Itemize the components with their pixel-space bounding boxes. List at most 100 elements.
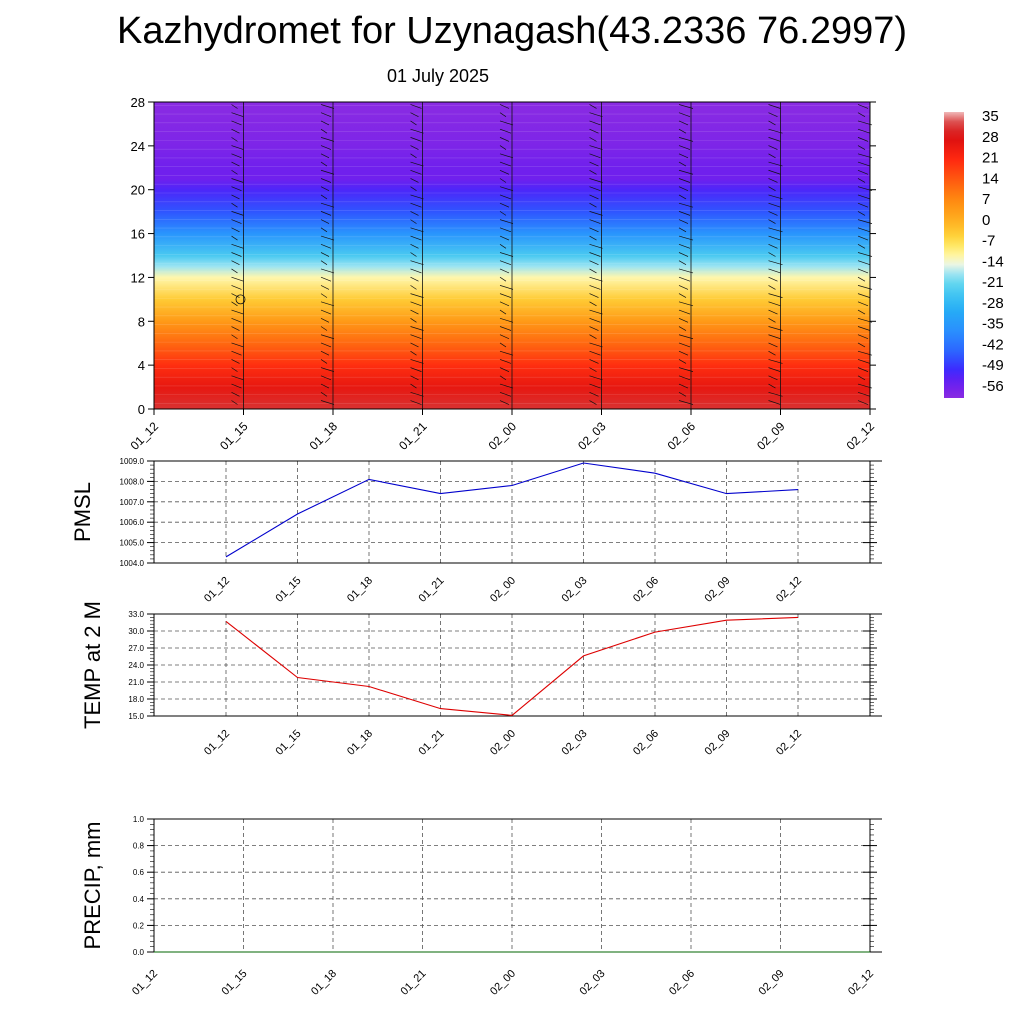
wind-barb bbox=[231, 285, 242, 290]
y-tick-label: 0.2 bbox=[133, 921, 145, 930]
colorbar-label: -14 bbox=[982, 253, 1004, 270]
wind-barb bbox=[499, 235, 510, 241]
wind-barb bbox=[857, 202, 869, 208]
wind-barb bbox=[857, 293, 871, 298]
wind-barb bbox=[320, 219, 330, 224]
x-tick-label: 01_12 bbox=[128, 419, 162, 453]
wind-barb bbox=[320, 350, 330, 356]
wind-barb bbox=[589, 383, 601, 389]
wind-barb bbox=[410, 243, 419, 249]
y-tick-label: 1005.0 bbox=[120, 539, 145, 548]
wind-barb bbox=[678, 400, 694, 405]
wind-barb bbox=[589, 301, 597, 307]
wind-barb bbox=[499, 301, 510, 307]
y-tick-label: 0.0 bbox=[133, 948, 145, 957]
wind-barb bbox=[320, 194, 328, 200]
x-tick-label: 02_00 bbox=[486, 419, 520, 453]
wind-barb bbox=[678, 268, 694, 274]
y-tick-label: 1007.0 bbox=[120, 498, 145, 507]
wind-barb bbox=[589, 375, 603, 381]
x-tick-label: 01_21 bbox=[396, 419, 430, 453]
wind-barb bbox=[678, 359, 687, 364]
wind-barb bbox=[678, 260, 687, 266]
wind-barb bbox=[410, 235, 422, 241]
wind-barb bbox=[678, 375, 691, 381]
wind-barb bbox=[499, 400, 510, 405]
wind-barb bbox=[231, 383, 242, 389]
x-tick-label: 02_03 bbox=[560, 728, 590, 758]
x-tick-label: 01_18 bbox=[345, 575, 375, 605]
wind-barb bbox=[589, 153, 601, 159]
wind-barb bbox=[231, 301, 238, 307]
wind-barb bbox=[589, 169, 597, 175]
colorbar-label: -49 bbox=[982, 357, 1004, 374]
wind-barb bbox=[410, 301, 422, 307]
wind-barb bbox=[678, 350, 689, 356]
wind-barb bbox=[499, 260, 512, 266]
wind-barb bbox=[589, 334, 597, 340]
wind-barb bbox=[410, 334, 422, 340]
wind-barb bbox=[320, 285, 330, 290]
wind-barb bbox=[231, 342, 244, 348]
wind-barb bbox=[320, 326, 328, 331]
wind-barb bbox=[499, 169, 510, 175]
wind-barb bbox=[231, 120, 242, 126]
wind-barb bbox=[768, 178, 778, 183]
wind-barb bbox=[499, 219, 514, 224]
wind-barb bbox=[320, 375, 332, 381]
date-label: 01 July 2025 bbox=[386, 66, 490, 86]
wind-barb bbox=[231, 375, 244, 381]
wind-barb bbox=[768, 128, 783, 134]
x-tick-label: 02_06 bbox=[631, 575, 661, 605]
wind-barb bbox=[320, 301, 335, 307]
calm-wind-marker bbox=[235, 294, 246, 305]
x-tick-label: 01_15 bbox=[274, 575, 304, 605]
wind-barb bbox=[589, 235, 597, 241]
wind-barb bbox=[499, 276, 507, 282]
colorbar-fill bbox=[944, 112, 964, 398]
wind-barb bbox=[857, 161, 871, 167]
wind-barb bbox=[231, 276, 244, 282]
wind-barb bbox=[320, 243, 332, 249]
wind-barb bbox=[857, 260, 871, 266]
wind-barb bbox=[499, 391, 512, 397]
wind-barb bbox=[231, 326, 240, 331]
wind-barb bbox=[768, 211, 778, 216]
wind-barb bbox=[231, 104, 238, 109]
wind-barb bbox=[499, 202, 510, 208]
wind-barb bbox=[410, 350, 417, 356]
wind-barb bbox=[768, 137, 781, 142]
wind-barb bbox=[678, 153, 689, 159]
wind-barb bbox=[678, 161, 687, 167]
x-tick-label: 02_09 bbox=[703, 575, 733, 605]
wind-barb bbox=[231, 268, 238, 274]
wind-barb bbox=[589, 112, 603, 118]
wind-barb bbox=[768, 334, 781, 340]
x-tick-label: 02_03 bbox=[560, 575, 590, 605]
wind-barb bbox=[857, 169, 869, 175]
wind-barb bbox=[410, 137, 422, 142]
wind-barb bbox=[410, 178, 419, 183]
colorbar-label: -56 bbox=[982, 378, 1004, 395]
wind-barb bbox=[410, 391, 424, 397]
wind-barb bbox=[589, 178, 603, 183]
wind-barb bbox=[857, 137, 869, 142]
y-tick-label: 33.0 bbox=[128, 610, 144, 619]
wind-barb bbox=[857, 268, 869, 274]
wind-barb bbox=[320, 161, 328, 167]
wind-barb bbox=[589, 145, 603, 150]
y-tick-label: 21.0 bbox=[128, 678, 144, 687]
wind-barb bbox=[678, 391, 687, 397]
y-tick-label: 15.0 bbox=[128, 712, 144, 721]
wind-barb bbox=[678, 112, 691, 118]
wind-barb bbox=[857, 145, 866, 150]
wind-barb bbox=[231, 400, 238, 405]
wind-barb bbox=[231, 153, 242, 159]
wind-barb bbox=[768, 104, 781, 109]
precip-panel: 0.0 0.2 0.4 0.6 0.8 1.0 01_12 01_15 01_18 01_21 02… bbox=[80, 815, 882, 998]
wind-barb bbox=[678, 169, 694, 175]
wind-barb bbox=[499, 350, 514, 356]
wind-barb bbox=[499, 112, 507, 117]
wind-barb bbox=[678, 219, 689, 224]
x-tick-label: 02_00 bbox=[488, 728, 518, 758]
